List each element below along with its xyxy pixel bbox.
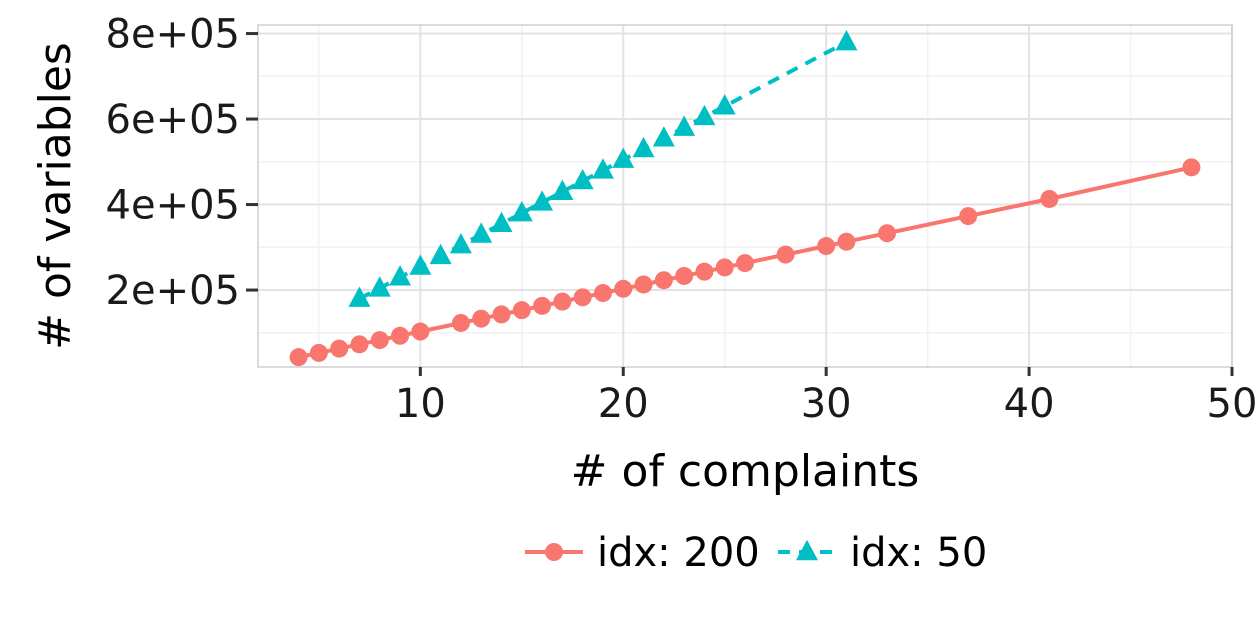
y-tick-label: 8e+05: [106, 12, 240, 58]
grid-layer: [258, 25, 1233, 367]
data-point: [472, 309, 491, 328]
data-point: [1040, 189, 1059, 208]
data-point: [510, 201, 533, 222]
data-point: [411, 322, 430, 341]
data-point: [776, 245, 795, 264]
legend: idx: 200 idx: 50: [525, 530, 987, 576]
legend-marker: [545, 543, 563, 561]
data-point: [634, 275, 653, 294]
data-point: [391, 326, 410, 345]
series-1: [289, 158, 1201, 367]
data-point: [612, 147, 635, 168]
legend-label: idx: 50: [850, 530, 987, 576]
data-point: [878, 224, 897, 243]
x-tick-label: 30: [801, 381, 852, 427]
series-2: [348, 30, 858, 307]
y-tick-label: 4e+05: [106, 183, 240, 229]
data-point: [490, 211, 513, 233]
data-point: [835, 30, 858, 51]
y-tick-label: 6e+05: [106, 97, 240, 143]
data-point: [512, 301, 531, 320]
data-point: [409, 254, 432, 275]
data-point: [370, 331, 389, 350]
data-point: [573, 288, 592, 307]
data-point: [693, 104, 716, 126]
y-tick-label: 2e+05: [106, 268, 240, 314]
data-point: [673, 115, 696, 136]
data-point: [451, 313, 470, 332]
data-point: [817, 237, 836, 256]
legend-item: idx: 200: [525, 530, 760, 576]
data-point: [348, 286, 371, 307]
data-point: [289, 348, 308, 367]
data-point: [837, 232, 856, 251]
data-point: [632, 136, 655, 158]
x-tick-label: 10: [395, 381, 446, 427]
data-point: [368, 276, 391, 297]
axes-layer: 10 20 30 40 50 2e+05 4e+05 6e+05 8e+05: [106, 12, 1258, 427]
legend-label: idx: 200: [597, 530, 760, 576]
data-point: [531, 190, 554, 211]
legend-marker: [796, 539, 818, 561]
data-point: [1182, 158, 1201, 177]
data-point: [571, 168, 594, 190]
x-tick-label: 40: [1004, 381, 1055, 427]
data-point: [389, 265, 412, 286]
data-point: [492, 305, 511, 324]
data-point: [551, 179, 574, 200]
data-point: [736, 254, 754, 273]
series-layer: [289, 30, 1201, 367]
data-point: [470, 222, 493, 243]
data-point: [309, 343, 328, 362]
data-point: [593, 284, 612, 303]
data-point: [614, 279, 633, 298]
data-point: [449, 233, 472, 254]
data-point: [330, 339, 349, 358]
data-point: [533, 296, 552, 315]
data-point: [350, 335, 369, 354]
data-point: [713, 94, 736, 115]
x-axis-title: # of complaints: [571, 446, 920, 497]
data-point: [429, 243, 452, 265]
data-point: [715, 258, 734, 277]
legend-item: idx: 50: [778, 530, 987, 576]
data-point: [591, 158, 614, 179]
data-point: [695, 262, 714, 281]
data-point: [959, 207, 978, 226]
data-point: [654, 271, 673, 290]
data-point: [652, 126, 675, 147]
data-point: [675, 266, 694, 285]
data-point: [553, 292, 572, 311]
x-tick-label: 50: [1207, 381, 1258, 427]
y-axis-title: # of variables: [30, 42, 81, 350]
panel-border: [257, 24, 1233, 368]
x-tick-label: 20: [598, 381, 649, 427]
